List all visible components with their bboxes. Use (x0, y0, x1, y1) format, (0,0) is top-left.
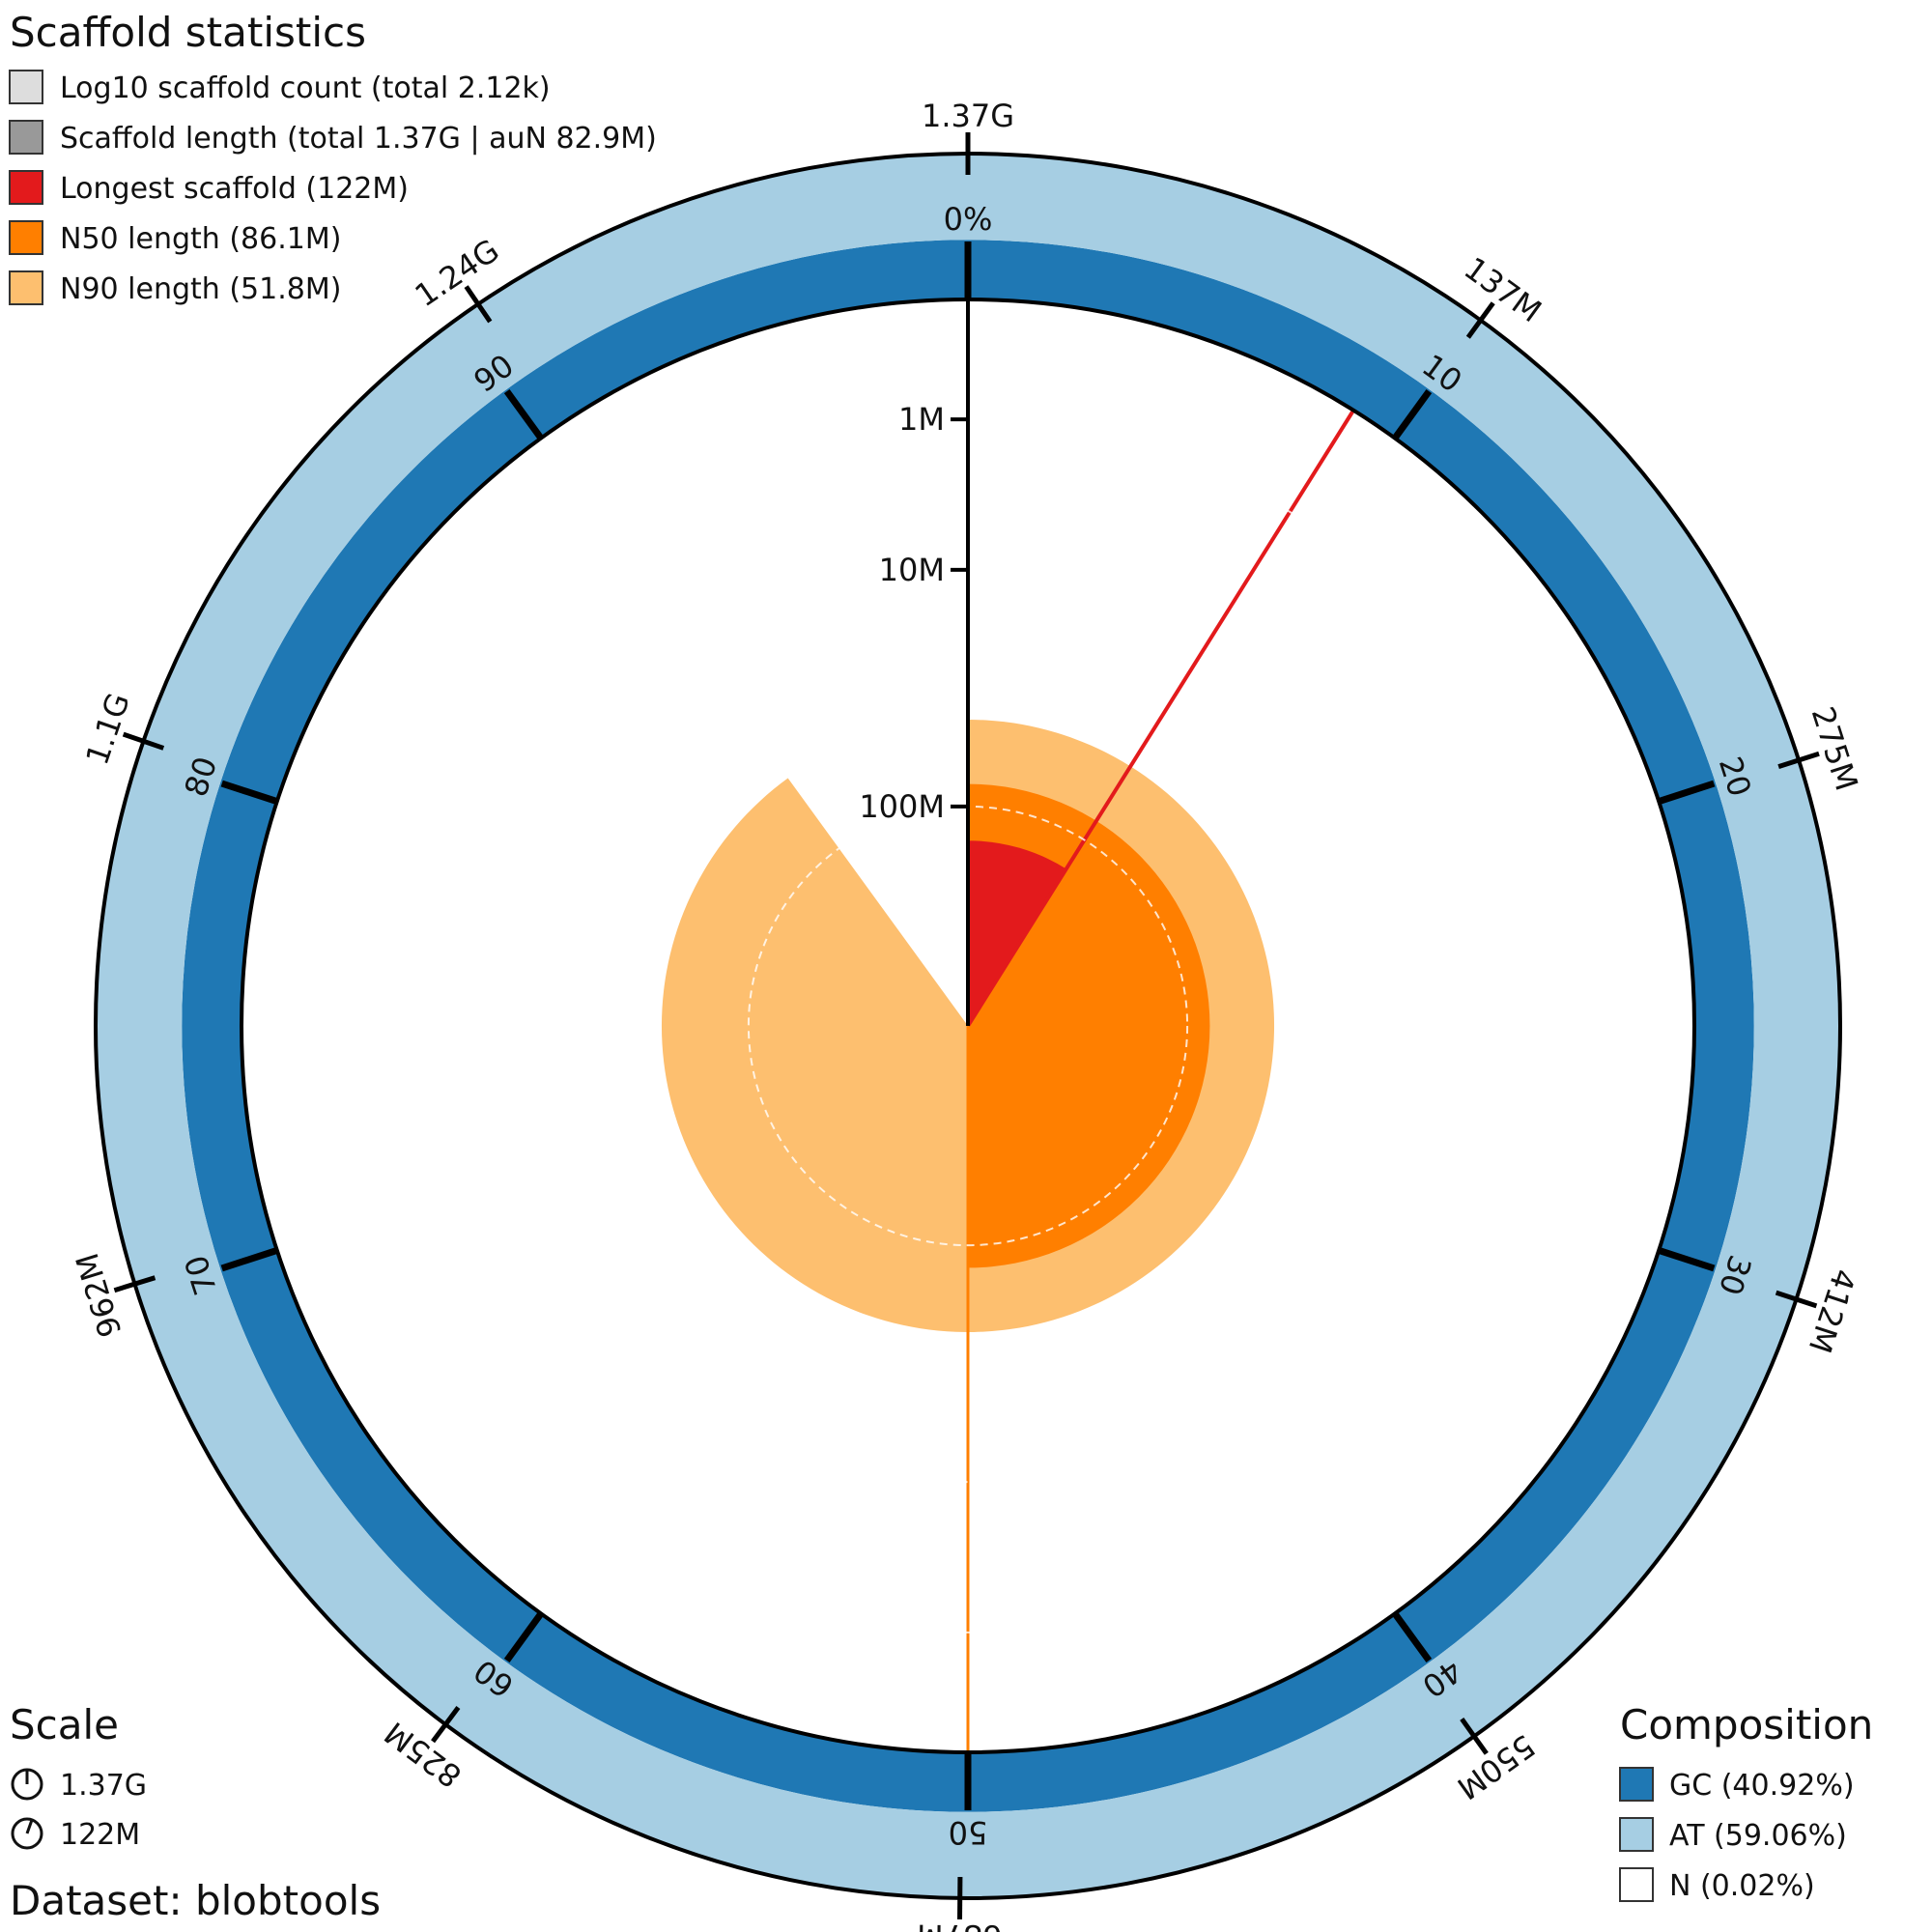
legend-label: N90 length (51.8M) (60, 272, 341, 306)
percent-tick (1392, 1611, 1433, 1662)
length-tick-label: 1.37G (922, 98, 1014, 134)
longest-sector (968, 840, 1066, 1026)
legend-swatch (9, 270, 43, 305)
composition-swatch (1619, 1867, 1654, 1902)
length-tick (1777, 751, 1820, 769)
legend-label: Scaffold length (total 1.37G | auN 82.9M… (60, 122, 657, 156)
length-tick (1465, 301, 1495, 339)
length-tick-label: 412M (1802, 1264, 1863, 1357)
legend-swatch (9, 120, 43, 155)
length-tick (464, 285, 493, 324)
length-tick (113, 1275, 156, 1293)
length-tick-label: 687M (917, 1918, 1003, 1932)
grid-circle (510, 568, 1426, 1484)
percent-tick-label: 50 (949, 1814, 988, 1851)
composition-swatch (1619, 1767, 1654, 1802)
legend-swatch (9, 70, 43, 104)
length-tick (1775, 1290, 1818, 1309)
legend-swatch (9, 220, 43, 255)
percent-tick (220, 1247, 278, 1272)
radial-tick-label: 10M (879, 552, 945, 588)
radial-tick-label: 1M (898, 401, 945, 438)
length-tick-label: 962M (69, 1249, 129, 1342)
legend-label: Longest scaffold (122M) (60, 172, 409, 206)
longest-line (966, 409, 1355, 1028)
scale-label: 1.37G (60, 1769, 147, 1803)
percent-tick (503, 1611, 544, 1662)
percent-tick-label: 0% (944, 201, 993, 238)
dataset-label: Dataset: blobtools (10, 1877, 381, 1924)
scale-label: 122M (60, 1818, 140, 1852)
radial-tick-label: 100M (859, 788, 945, 825)
percent-tick (1658, 1247, 1716, 1272)
legend-swatch (9, 170, 43, 205)
percent-tick (503, 389, 544, 440)
legend-label: N50 length (86.1M) (60, 222, 341, 256)
percent-tick (220, 780, 278, 805)
snail-plot: 1M10M100M0%1020304050607080901.37G137M27… (69, 98, 1865, 1932)
length-tick (122, 731, 165, 751)
composition-label: N (0.02%) (1669, 1869, 1815, 1903)
percent-tick (1658, 780, 1716, 805)
chart-title: Scaffold statistics (10, 9, 366, 56)
composition-title: Composition (1620, 1701, 1873, 1748)
scale-icon-hand (25, 1819, 34, 1834)
scale-title: Scale (10, 1701, 119, 1748)
composition-label: AT (59.06%) (1669, 1819, 1847, 1853)
composition-swatch (1619, 1817, 1654, 1852)
length-tick (1460, 1718, 1489, 1755)
percent-tick (1392, 389, 1433, 440)
length-tick (431, 1706, 461, 1744)
composition-label: GC (40.92%) (1669, 1769, 1855, 1803)
composition-ring (96, 154, 1840, 1898)
scale-icon (11, 1817, 43, 1850)
length-tick-label: 275M (1804, 702, 1865, 795)
length-tick-label: 1.1G (78, 689, 137, 770)
legend-label: Log10 scaffold count (total 2.12k) (60, 71, 551, 105)
